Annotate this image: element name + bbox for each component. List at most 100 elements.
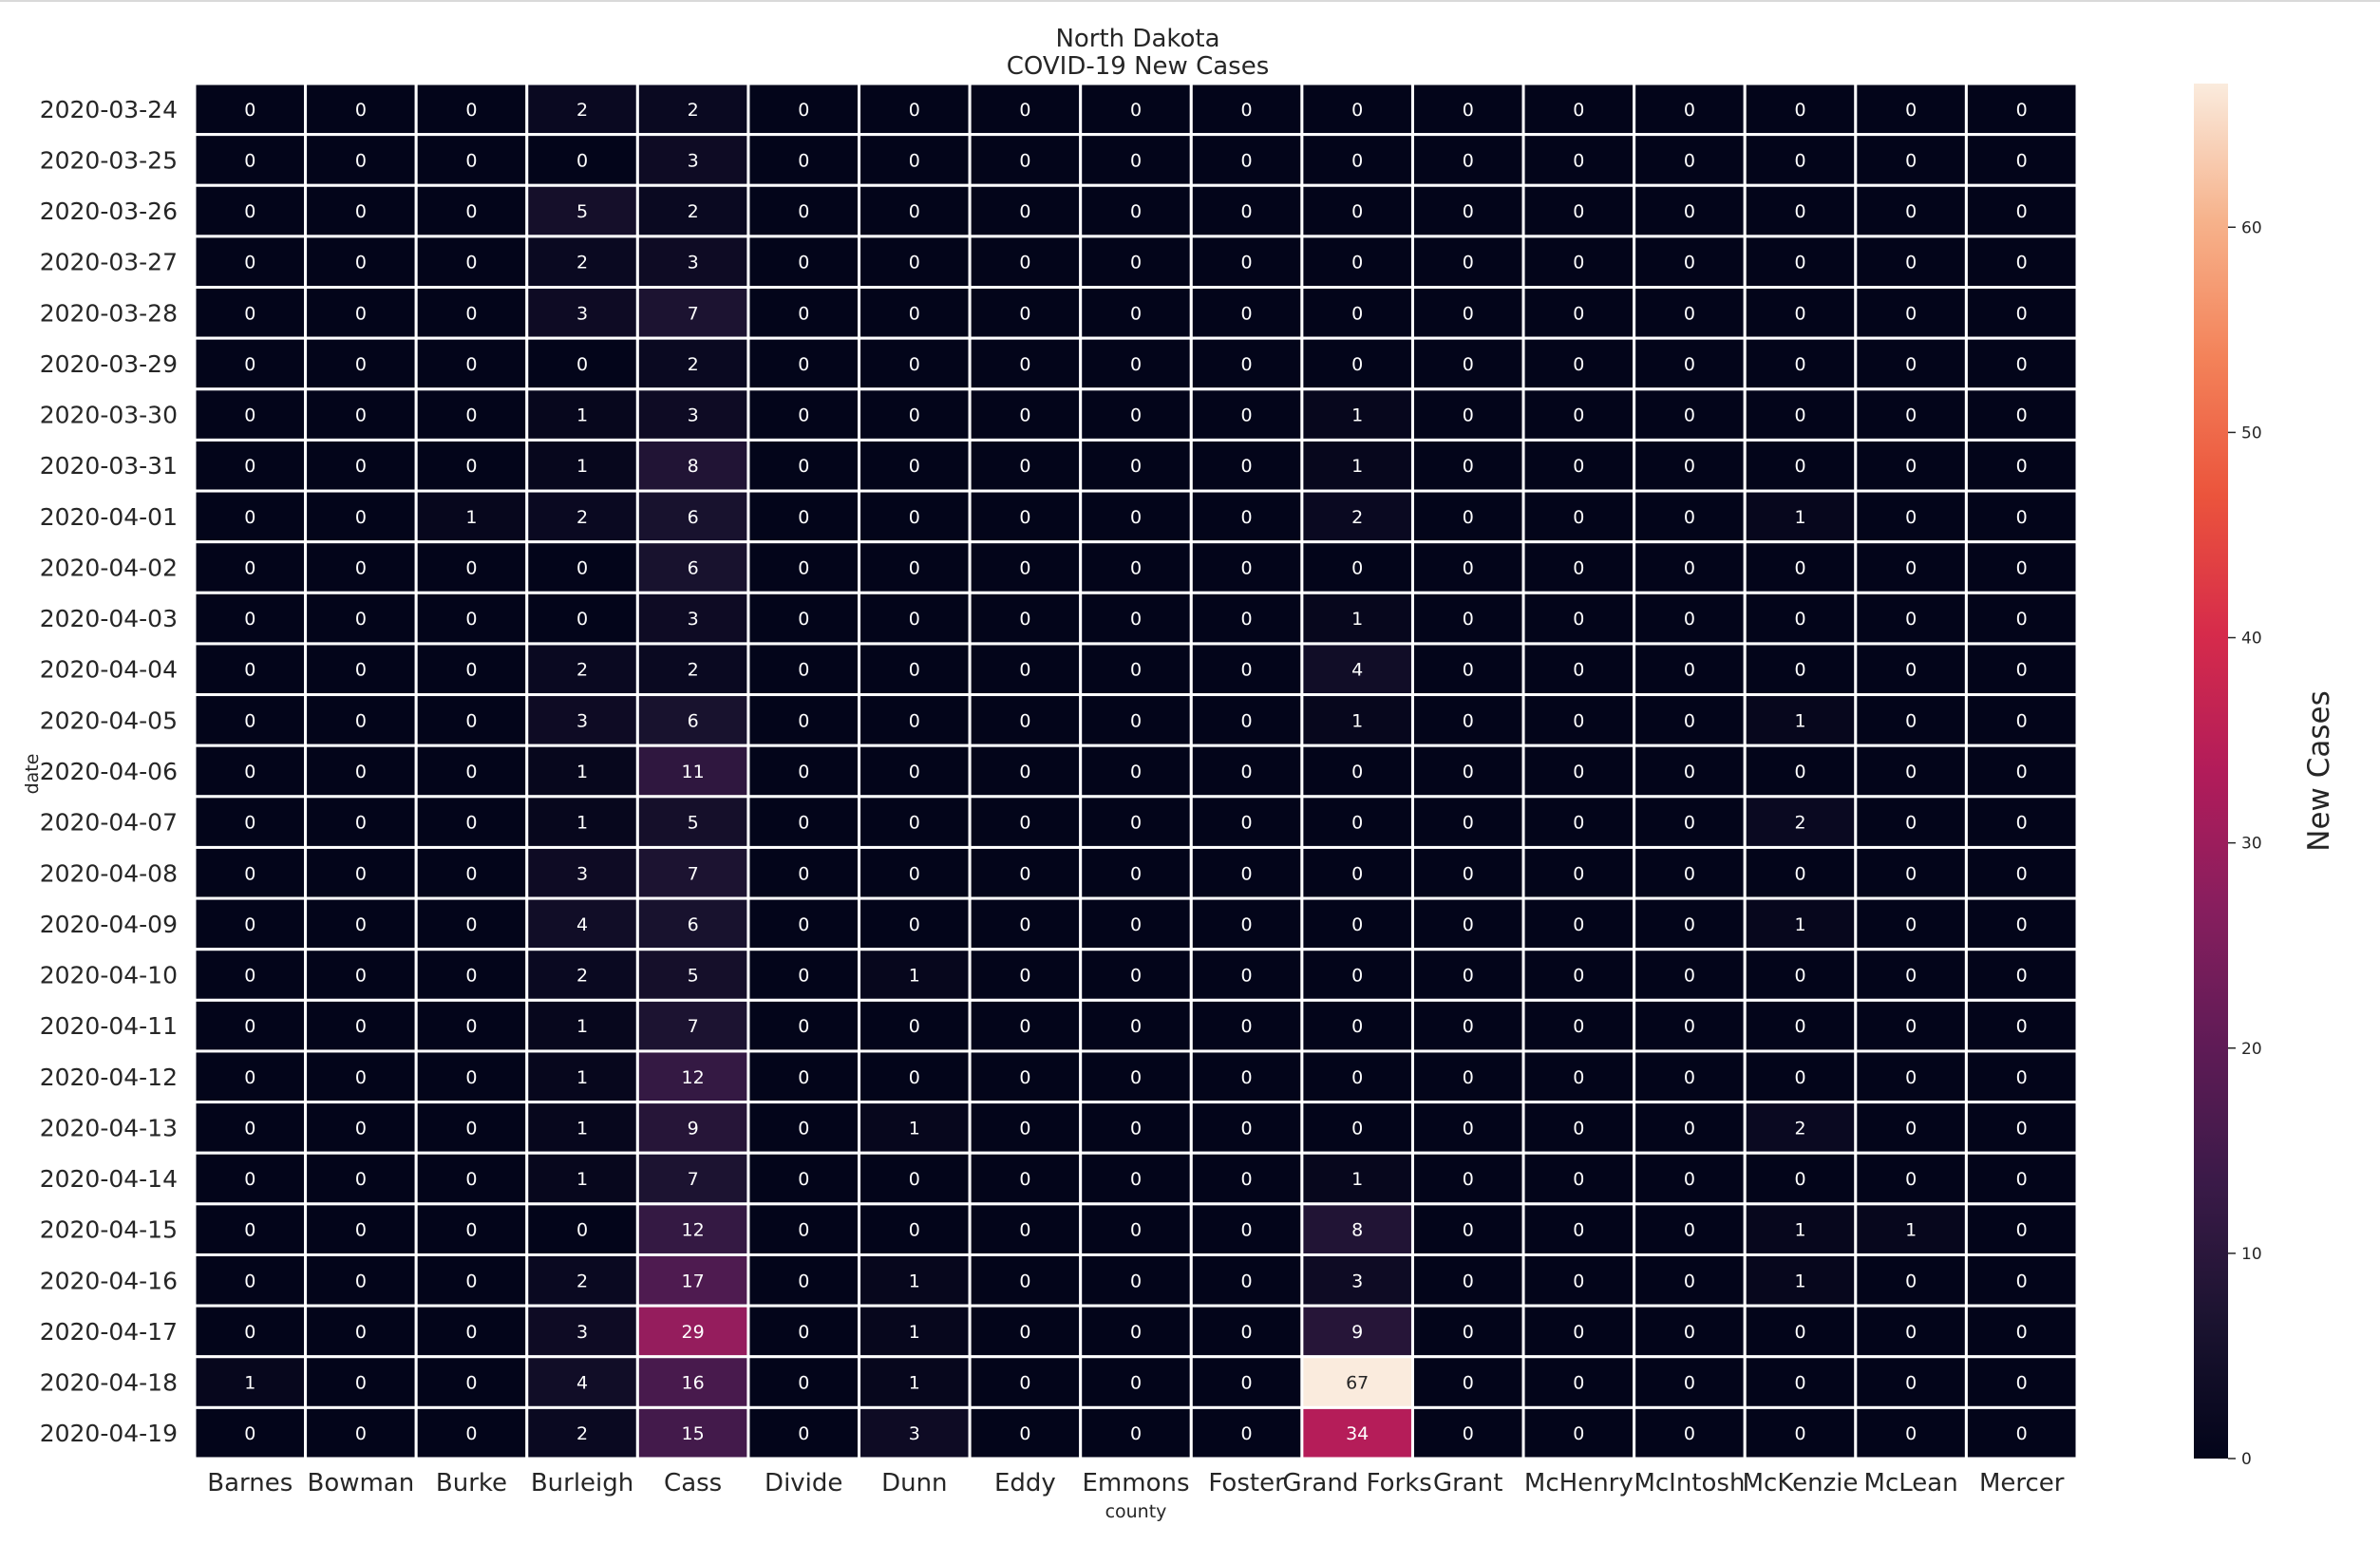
cell-value-label: 0 [1905,660,1917,681]
heatmap-cell [1743,1252,1858,1308]
heatmap-cell [193,998,308,1053]
cell-value-label: 0 [2016,150,2028,171]
cell-value-label: 0 [2016,253,2028,273]
cell-value-label: 2 [688,100,699,121]
cell-value-label: 34 [1346,1423,1369,1444]
cell-value-label: 0 [2016,201,2028,222]
heatmap-cell [1743,1101,1858,1155]
cell-value-label: 0 [244,762,255,782]
heatmap-cell [414,1202,529,1256]
heatmap-cell [968,1355,1083,1409]
cell-value-label: 0 [1573,966,1584,987]
heatmap-cell [1521,336,1636,391]
cell-value-label: 2 [576,1423,588,1444]
cell-value-label: 0 [1463,660,1474,681]
heatmap-cell [968,744,1083,799]
cell-value-label: 0 [1905,1016,1917,1037]
cell-value-label: 0 [1241,201,1253,222]
cell-value-label: 0 [1241,1423,1253,1444]
cell-value-label: 0 [1130,201,1142,222]
cell-value-label: 0 [1905,1067,1917,1088]
cell-value-label: 0 [1905,303,1917,324]
cell-value-label: 0 [244,1118,255,1139]
cell-value-label: 0 [1905,762,1917,782]
cell-value-label: 0 [798,813,809,834]
cell-value-label: 0 [1463,253,1474,273]
cell-value-label: 0 [1241,863,1253,884]
heatmap-cell [968,438,1083,493]
heatmap-cell [1521,845,1636,900]
cell-value-label: 15 [682,1423,705,1444]
heatmap-cell [1079,1151,1193,1206]
heatmap-cell [1743,1151,1858,1206]
heatmap-cell [635,387,750,442]
cell-value-label: 0 [1684,100,1695,121]
cell-value-label: 0 [355,710,367,731]
cell-value-label: 12 [682,1220,705,1241]
heatmap-cell [193,1355,308,1409]
cell-value-label: 0 [1794,303,1805,324]
heatmap-cell [193,795,308,849]
cell-value-label: 0 [244,354,255,375]
cell-value-label: 0 [909,710,920,731]
row-label: 2020-03-26 [40,198,178,225]
cell-value-label: 0 [1905,201,1917,222]
heatmap-cell [414,1355,529,1409]
cell-value-label: 0 [465,201,477,222]
cell-value-label: 0 [465,1373,477,1394]
cell-value-label: 0 [798,863,809,884]
cell-value-label: 0 [1019,813,1030,834]
heatmap-cell [193,642,308,697]
heatmap-cell [746,1252,861,1308]
cell-value-label: 0 [1573,1322,1584,1343]
cell-value-label: 0 [909,1220,920,1241]
cell-value-label: 0 [798,150,809,171]
cell-value-label: 0 [244,303,255,324]
cell-value-label: 0 [1684,609,1695,630]
column-label: Grand Forks [1283,1469,1432,1497]
chart-title: North Dakota [1055,25,1219,53]
cell-value-label: 3 [576,710,588,731]
cell-value-label: 0 [1130,405,1142,426]
cell-value-label: 0 [798,201,809,222]
cell-value-label: 0 [1130,1016,1142,1037]
cell-value-label: 0 [798,354,809,375]
heatmap-cell [1300,133,1414,187]
heatmap-cell [1410,1252,1525,1308]
cell-value-label: 0 [355,1016,367,1037]
cell-value-label: 0 [1463,609,1474,630]
cell-value-label: 0 [1463,813,1474,834]
cell-value-label: 0 [1130,710,1142,731]
cell-value-label: 0 [1463,966,1474,987]
heatmap-cell [1854,845,1968,900]
cell-value-label: 0 [909,762,920,782]
cell-value-label: 0 [1351,253,1363,273]
column-label: Bowman [308,1469,415,1497]
column-label: McIntosh [1634,1469,1745,1497]
heatmap-cell [304,591,418,646]
cell-value-label: 3 [688,609,699,630]
cell-value-label: 0 [244,253,255,273]
heatmap-cell [1854,642,1968,697]
cell-value-label: 0 [1130,813,1142,834]
heatmap-cell [968,591,1083,646]
cell-value-label: 0 [576,150,588,171]
cell-value-label: 0 [1573,201,1584,222]
heatmap-cell [1410,896,1525,951]
heatmap-cell [1964,489,2079,544]
heatmap-cell [525,948,639,1002]
cell-value-label: 0 [465,660,477,681]
cell-value-label: 0 [355,1423,367,1444]
column-label: Barnes [207,1469,293,1497]
heatmap-cell [1633,489,1747,544]
cell-value-label: 0 [1794,609,1805,630]
cell-value-label: 1 [1794,1220,1805,1241]
cell-value-label: 0 [1351,813,1363,834]
cell-value-label: 3 [688,253,699,273]
cell-value-label: 0 [909,1169,920,1190]
cell-value-label: 0 [1905,507,1917,528]
cell-value-label: 0 [1794,100,1805,121]
cell-value-label: 0 [1463,303,1474,324]
cell-value-label: 0 [2016,660,2028,681]
